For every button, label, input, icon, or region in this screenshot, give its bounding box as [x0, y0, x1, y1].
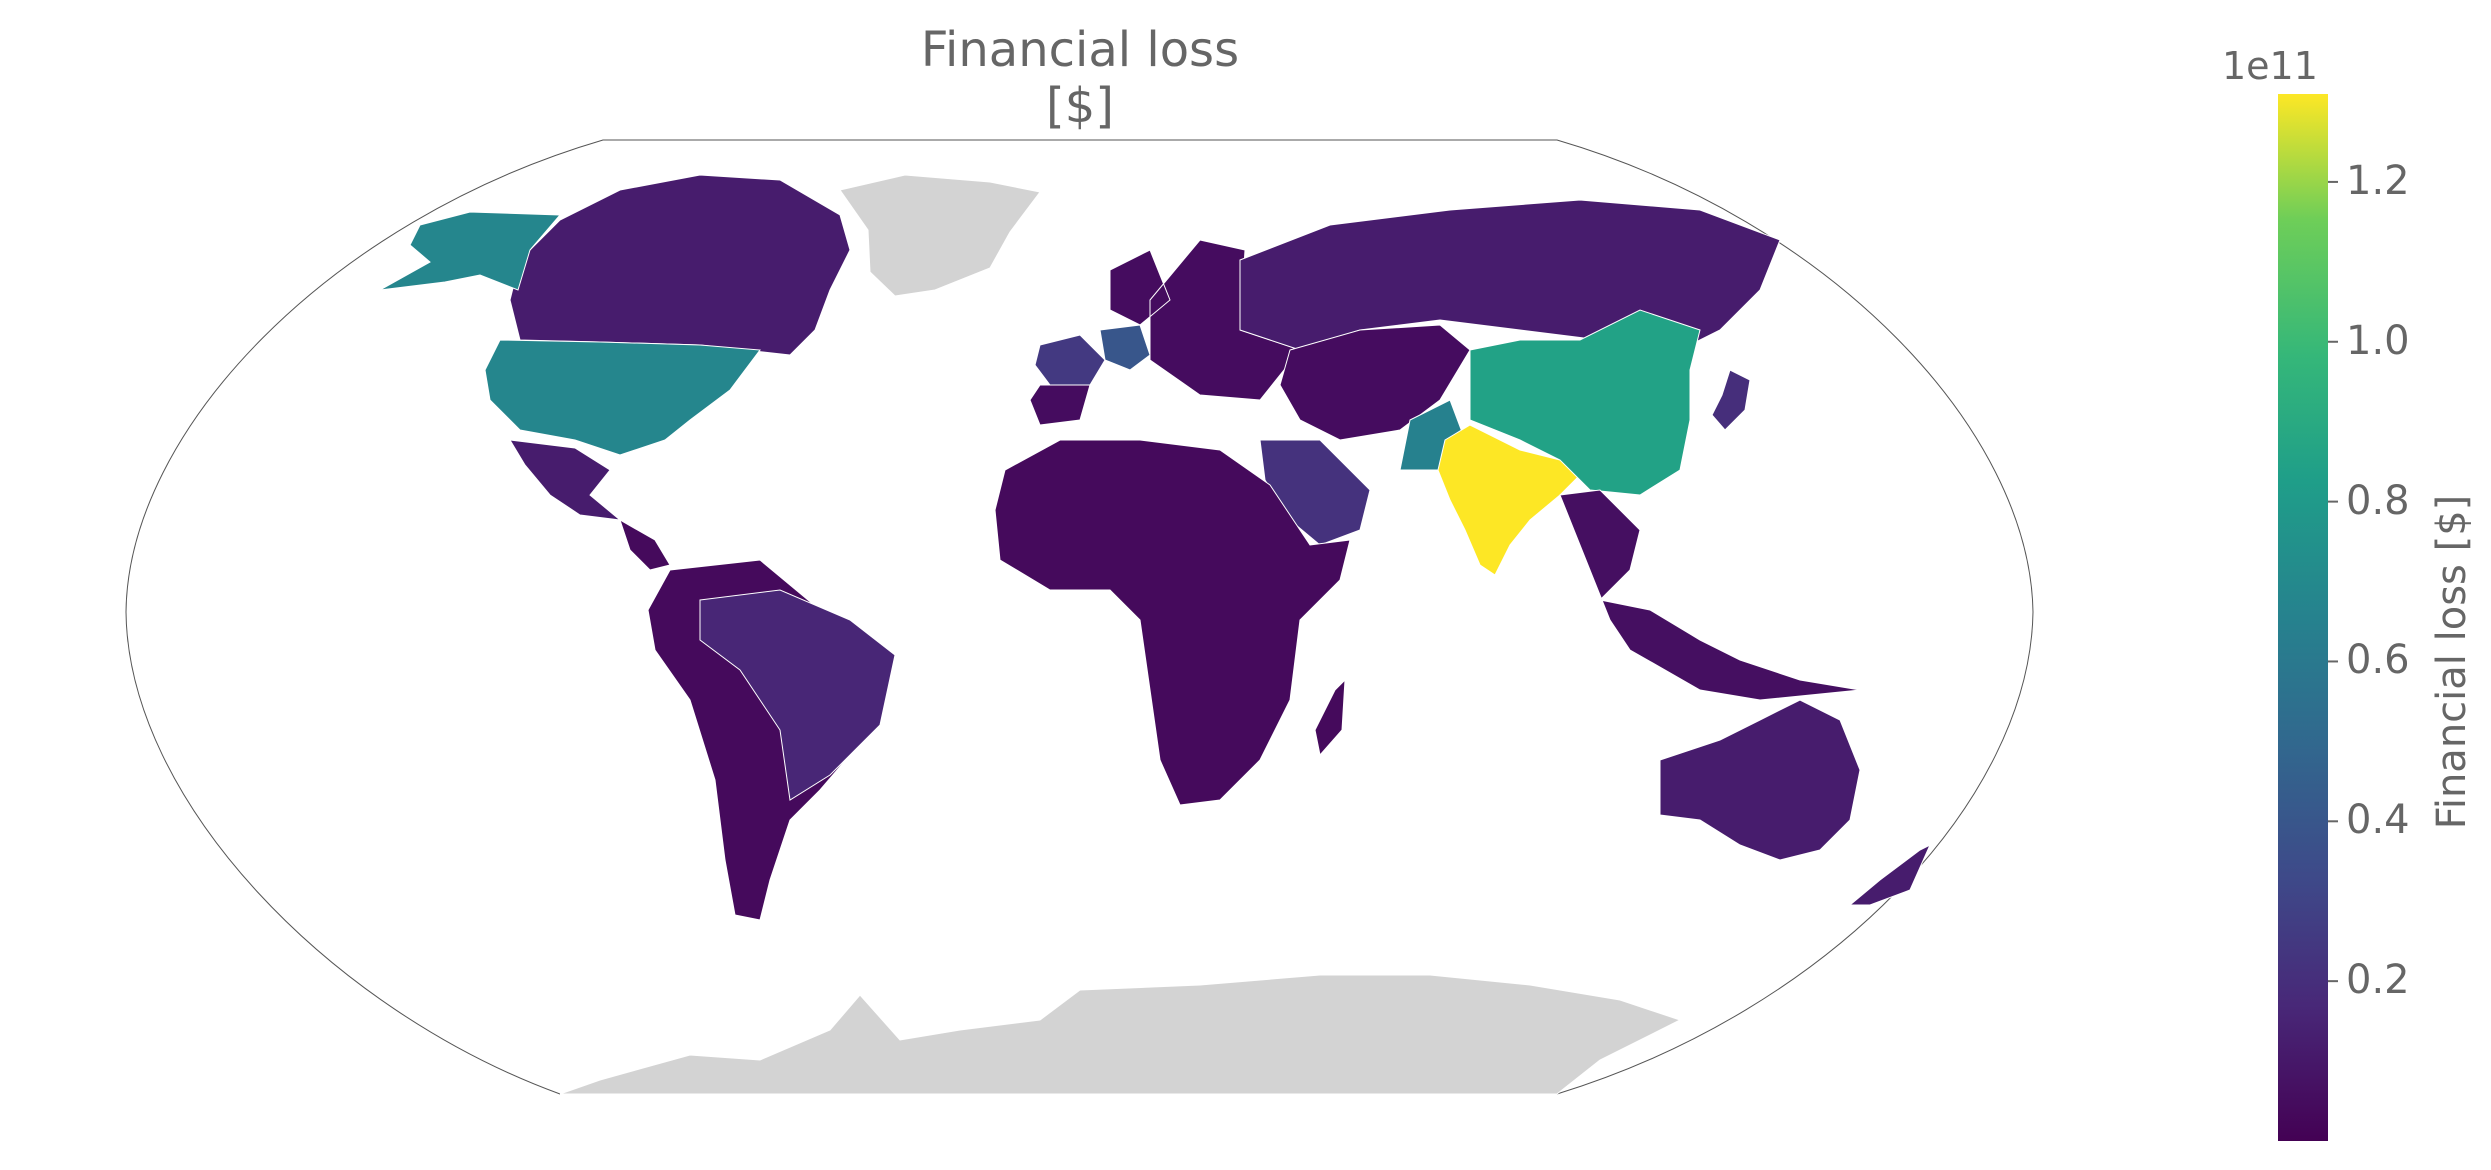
region-australia — [1659, 699, 1861, 861]
region-africa — [994, 439, 1351, 806]
colorbar-tick-label: 0.4 — [2346, 797, 2410, 844]
region-new-zealand — [1848, 843, 1932, 906]
region-central-america — [619, 518, 671, 571]
colorbar-tick-label: 0.2 — [2346, 957, 2410, 1004]
region-india — [1437, 424, 1592, 576]
colorbar-ticks — [2328, 180, 2338, 983]
region-greenland — [839, 174, 1041, 297]
region-brazil — [699, 589, 896, 801]
colorbar-label: Financial loss [$] — [2429, 494, 2475, 830]
region-antarctica — [559, 974, 1682, 1095]
colorbar-tick-label: 1.0 — [2346, 317, 2410, 364]
colorbar-tick-label: 0.8 — [2346, 477, 2410, 524]
colorbar-tick-label: 1.2 — [2346, 157, 2410, 204]
region-southeast-asia — [1559, 489, 1861, 701]
region-madagascar — [1314, 678, 1346, 757]
colorbar-exponent: 1e11 — [2222, 44, 2318, 88]
region-canada — [509, 174, 851, 356]
colorbar — [2278, 94, 2328, 1141]
map-title: Financial loss [$] — [920, 22, 1240, 134]
region-germany — [1099, 324, 1151, 371]
region-alaska — [379, 211, 562, 291]
region-china — [1469, 309, 1701, 496]
region-usa — [484, 339, 761, 456]
region-japan — [1711, 369, 1751, 431]
colorbar-tick-label: 0.6 — [2346, 637, 2410, 684]
